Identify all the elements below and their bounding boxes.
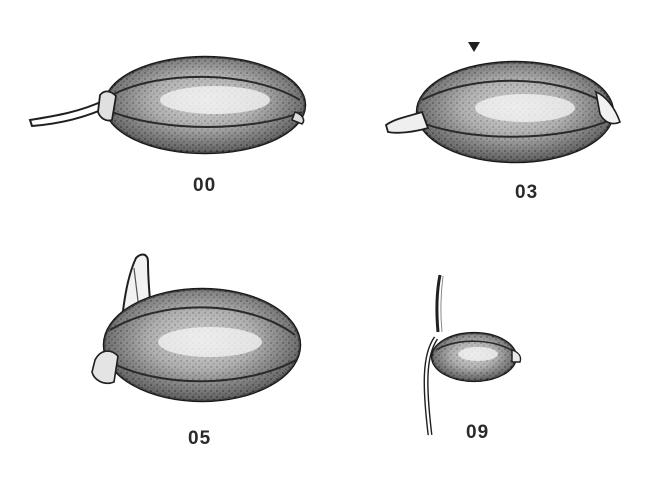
seed-stage-03 — [384, 42, 621, 164]
arrowhead-marker — [468, 42, 480, 52]
seed-09-shoot — [435, 274, 442, 333]
seed-stage-05 — [91, 253, 302, 403]
stage-label-03: 03 — [515, 182, 539, 203]
stage-label-00: 00 — [193, 175, 217, 196]
seed-03-coleoptile-tip — [384, 110, 430, 134]
stage-label-05: 05 — [188, 428, 212, 449]
seed-stage-09 — [423, 274, 522, 436]
seed-stage-00 — [28, 55, 307, 155]
stage-label-09: 09 — [466, 422, 490, 443]
